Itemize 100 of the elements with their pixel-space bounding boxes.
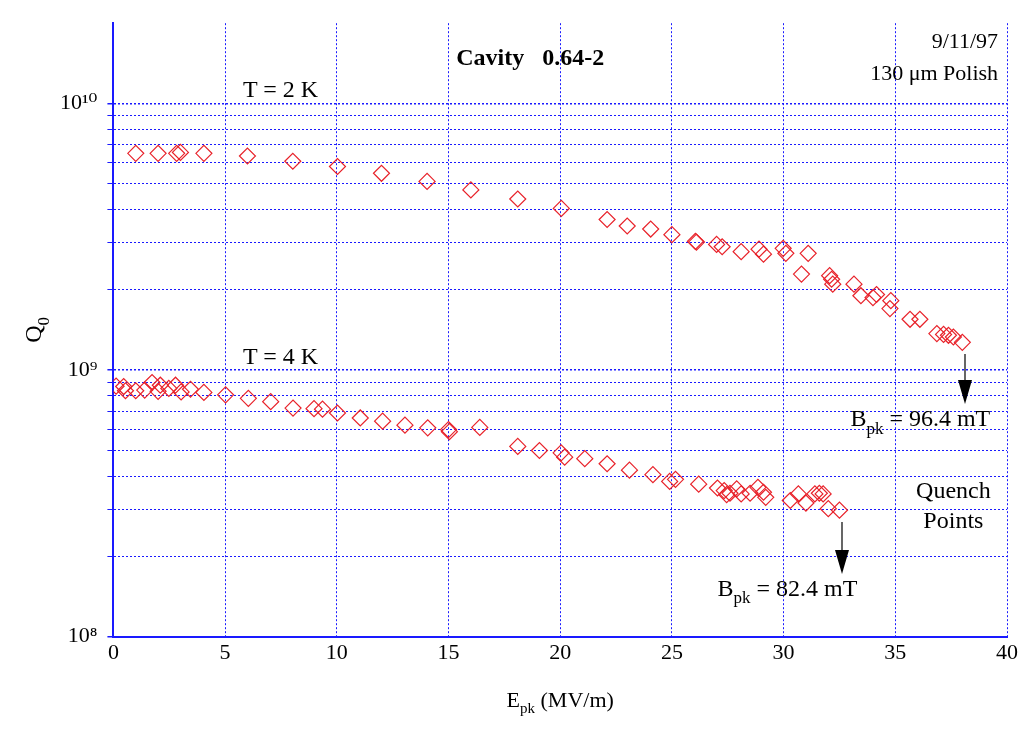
point [149,382,167,400]
point [708,479,727,497]
x-tick-label: 40 [996,638,1018,664]
point [151,376,169,394]
point [116,382,135,400]
x-tick-label: 10 [325,638,348,664]
y-tick-label: 10⁸ [67,622,98,648]
point [166,376,185,394]
point [284,399,302,417]
point [168,144,186,162]
point [172,383,190,401]
point [127,382,145,400]
point [620,461,639,479]
point [732,485,750,503]
annotation: 9/11/97 [931,28,999,53]
point [864,288,882,307]
y-tick-label: 10⁹ [67,355,98,381]
x-tick-label: 20 [549,638,572,664]
point [666,470,685,488]
point [663,226,681,244]
point [713,238,731,256]
annotation: 130 μm Polish [870,60,999,85]
point [396,416,414,434]
point [881,299,899,318]
point [238,147,257,165]
point [576,450,594,468]
point [328,157,347,176]
series-label: T = 4 K [242,343,319,370]
point [810,484,828,502]
point [136,381,154,399]
point [911,310,929,328]
point [313,400,332,418]
point [777,244,795,262]
point [471,418,489,437]
point [644,466,662,484]
point [741,484,759,502]
point [781,491,799,510]
x-tick-label: 0 [107,638,119,664]
x-tick-label: 25 [660,638,683,664]
point [845,275,863,293]
point [939,326,958,344]
point [509,437,527,455]
y-axis-title: Q0 [20,316,53,343]
point [171,143,190,162]
point [774,239,792,257]
point [819,500,837,518]
point [830,501,849,519]
point [732,243,750,261]
point [707,235,726,253]
point [882,292,900,310]
point [181,380,200,398]
point [824,275,842,293]
y-tick-label: 10¹⁰ [59,89,98,115]
point [728,480,746,498]
point [642,220,660,238]
point [934,325,953,344]
point [867,285,886,304]
point [754,245,773,263]
point [462,181,480,199]
point [757,488,775,506]
point [115,377,133,396]
point [797,494,815,512]
point [195,383,213,402]
point [799,244,817,262]
point [195,144,213,162]
point [160,379,178,398]
point [953,333,971,351]
x-tick-label: 30 [772,638,795,664]
point [143,373,161,392]
point [552,199,570,217]
point [418,172,436,190]
point [814,485,832,503]
point [789,485,807,503]
point [715,481,733,500]
point [149,144,167,162]
point [928,324,946,343]
point [127,144,145,162]
point [509,190,527,208]
point [530,441,549,460]
point [852,287,870,305]
point [598,455,616,473]
point [419,419,437,437]
point [552,444,570,462]
annotation: Quench Points [916,477,991,533]
point [216,386,235,404]
text: Cavity 0.64-2 [456,44,605,71]
point [328,404,347,422]
point [749,478,767,496]
point [305,400,323,418]
point [901,310,919,328]
point [598,210,616,229]
point [792,265,811,283]
x-tick-label: 15 [437,638,460,664]
point [806,485,824,503]
point [284,152,302,170]
point [372,164,391,182]
point [556,448,574,466]
point [374,412,392,430]
point [944,328,962,346]
point [262,393,280,411]
